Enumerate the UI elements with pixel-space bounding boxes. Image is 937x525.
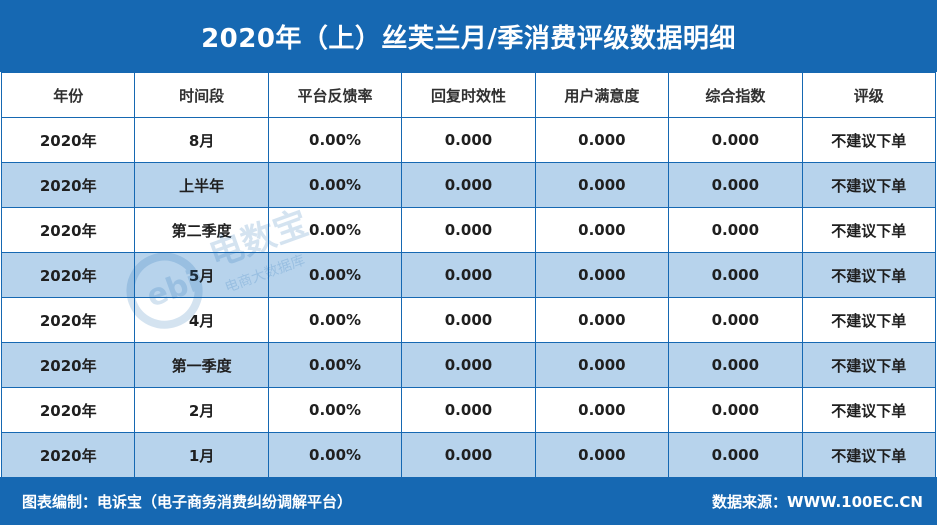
cell-period: 8月 bbox=[134, 117, 269, 163]
cell-user-satisfaction: 0.000 bbox=[534, 207, 670, 253]
cell-user-satisfaction: 0.000 bbox=[534, 117, 670, 163]
cell-year: 2020年 bbox=[0, 117, 136, 163]
cell-user-satisfaction: 0.000 bbox=[534, 162, 670, 208]
cell-reply-timeliness: 0.000 bbox=[401, 252, 536, 298]
data-table: 年份 时间段 平台反馈率 回复时效性 用户满意度 综合指数 评级 2020年 8… bbox=[0, 72, 937, 478]
cell-reply-timeliness: 0.000 bbox=[401, 207, 536, 253]
cell-reply-timeliness: 0.000 bbox=[401, 297, 536, 343]
cell-period: 上半年 bbox=[134, 162, 269, 208]
cell-feedback-rate: 0.00% bbox=[267, 432, 403, 478]
cell-user-satisfaction: 0.000 bbox=[534, 252, 670, 298]
cell-user-satisfaction: 0.000 bbox=[534, 342, 670, 388]
cell-year: 2020年 bbox=[0, 297, 136, 343]
header-user-satisfaction: 用户满意度 bbox=[534, 72, 670, 118]
cell-period: 2月 bbox=[134, 387, 269, 433]
cell-composite-index: 0.000 bbox=[668, 432, 803, 478]
cell-year: 2020年 bbox=[0, 432, 136, 478]
cell-composite-index: 0.000 bbox=[668, 387, 803, 433]
cell-rating: 不建议下单 bbox=[801, 252, 937, 298]
cell-rating: 不建议下单 bbox=[801, 297, 937, 343]
table-row: 2020年 4月 0.00% 0.000 0.000 0.000 不建议下单 bbox=[0, 297, 937, 343]
cell-year: 2020年 bbox=[0, 207, 136, 253]
cell-composite-index: 0.000 bbox=[668, 297, 803, 343]
cell-rating: 不建议下单 bbox=[801, 432, 937, 478]
page-title: 2020年（上）丝芙兰月/季消费评级数据明细 bbox=[0, 0, 937, 72]
footer-source: 数据来源：WWW.100EC.CN bbox=[712, 493, 923, 511]
cell-feedback-rate: 0.00% bbox=[267, 252, 403, 298]
header-reply-timeliness: 回复时效性 bbox=[401, 72, 536, 118]
table-row: 2020年 第一季度 0.00% 0.000 0.000 0.000 不建议下单 bbox=[0, 342, 937, 388]
cell-period: 第二季度 bbox=[134, 207, 269, 253]
cell-reply-timeliness: 0.000 bbox=[401, 387, 536, 433]
cell-year: 2020年 bbox=[0, 162, 136, 208]
cell-composite-index: 0.000 bbox=[668, 117, 803, 163]
cell-feedback-rate: 0.00% bbox=[267, 207, 403, 253]
cell-year: 2020年 bbox=[0, 387, 136, 433]
cell-composite-index: 0.000 bbox=[668, 162, 803, 208]
table-row: 2020年 5月 0.00% 0.000 0.000 0.000 不建议下单 bbox=[0, 252, 937, 298]
table-row: 2020年 8月 0.00% 0.000 0.000 0.000 不建议下单 bbox=[0, 117, 937, 163]
cell-feedback-rate: 0.00% bbox=[267, 342, 403, 388]
footer-bar: 图表编制：电诉宝（电子商务消费纠纷调解平台） 数据来源：WWW.100EC.CN bbox=[0, 477, 937, 525]
header-feedback-rate: 平台反馈率 bbox=[267, 72, 403, 118]
header-rating: 评级 bbox=[801, 72, 937, 118]
cell-feedback-rate: 0.00% bbox=[267, 117, 403, 163]
cell-period: 4月 bbox=[134, 297, 269, 343]
cell-user-satisfaction: 0.000 bbox=[534, 297, 670, 343]
header-period: 时间段 bbox=[134, 72, 269, 118]
table-header-row: 年份 时间段 平台反馈率 回复时效性 用户满意度 综合指数 评级 bbox=[0, 72, 937, 118]
cell-period: 5月 bbox=[134, 252, 269, 298]
cell-rating: 不建议下单 bbox=[801, 387, 937, 433]
cell-rating: 不建议下单 bbox=[801, 162, 937, 208]
cell-user-satisfaction: 0.000 bbox=[534, 432, 670, 478]
table-row: 2020年 第二季度 0.00% 0.000 0.000 0.000 不建议下单 bbox=[0, 207, 937, 253]
cell-rating: 不建议下单 bbox=[801, 342, 937, 388]
cell-feedback-rate: 0.00% bbox=[267, 387, 403, 433]
header-composite-index: 综合指数 bbox=[668, 72, 803, 118]
table-row: 2020年 1月 0.00% 0.000 0.000 0.000 不建议下单 bbox=[0, 432, 937, 478]
header-year: 年份 bbox=[0, 72, 136, 118]
cell-rating: 不建议下单 bbox=[801, 117, 937, 163]
cell-period: 1月 bbox=[134, 432, 269, 478]
data-table-container: 年份 时间段 平台反馈率 回复时效性 用户满意度 综合指数 评级 2020年 8… bbox=[0, 72, 937, 478]
cell-feedback-rate: 0.00% bbox=[267, 162, 403, 208]
cell-period: 第一季度 bbox=[134, 342, 269, 388]
cell-reply-timeliness: 0.000 bbox=[401, 117, 536, 163]
cell-year: 2020年 bbox=[0, 342, 136, 388]
cell-feedback-rate: 0.00% bbox=[267, 297, 403, 343]
cell-reply-timeliness: 0.000 bbox=[401, 162, 536, 208]
cell-year: 2020年 bbox=[0, 252, 136, 298]
cell-user-satisfaction: 0.000 bbox=[534, 387, 670, 433]
cell-reply-timeliness: 0.000 bbox=[401, 342, 536, 388]
table-row: 2020年 上半年 0.00% 0.000 0.000 0.000 不建议下单 bbox=[0, 162, 937, 208]
cell-composite-index: 0.000 bbox=[668, 252, 803, 298]
footer-compiler: 图表编制：电诉宝（电子商务消费纠纷调解平台） bbox=[22, 493, 353, 511]
cell-composite-index: 0.000 bbox=[668, 207, 803, 253]
table-row: 2020年 2月 0.00% 0.000 0.000 0.000 不建议下单 bbox=[0, 387, 937, 433]
cell-reply-timeliness: 0.000 bbox=[401, 432, 536, 478]
cell-rating: 不建议下单 bbox=[801, 207, 937, 253]
cell-composite-index: 0.000 bbox=[668, 342, 803, 388]
